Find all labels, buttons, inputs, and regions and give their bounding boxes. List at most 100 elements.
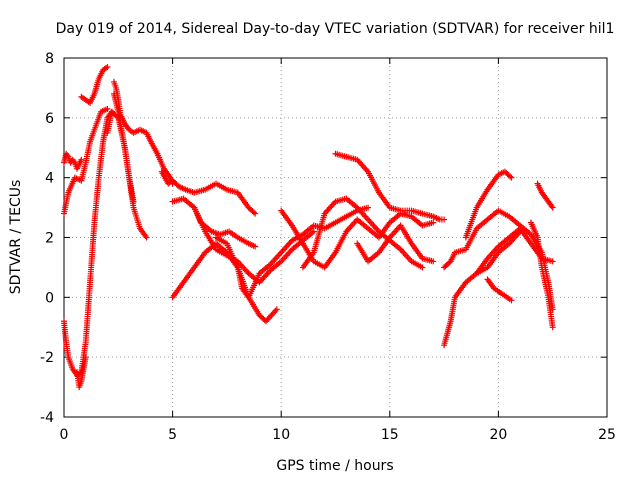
data-point <box>250 209 257 216</box>
x-tick-label: 5 <box>168 427 177 443</box>
series-track-20 <box>462 168 515 241</box>
series-track-10 <box>169 195 259 250</box>
y-tick-label: 2 <box>45 231 54 247</box>
series-track-22 <box>484 276 515 304</box>
data-point <box>362 165 369 172</box>
data-point <box>279 256 286 263</box>
x-tick-label: 10 <box>272 427 290 443</box>
data-point <box>263 271 270 278</box>
data-point <box>280 246 287 253</box>
data-point <box>283 243 290 250</box>
data-point <box>361 164 368 171</box>
data-point <box>325 206 332 213</box>
data-point <box>430 258 437 265</box>
data-point <box>252 243 259 250</box>
data-point <box>403 252 410 259</box>
data-point <box>274 253 281 260</box>
data-point <box>328 203 335 210</box>
x-tick-label: 20 <box>489 427 507 443</box>
y-tick-label: -2 <box>40 350 54 366</box>
series-track-17 <box>354 222 437 265</box>
data-point <box>549 204 556 211</box>
data-point <box>278 249 285 256</box>
data-point <box>282 244 289 251</box>
series-track-18 <box>441 207 556 313</box>
data-point <box>549 324 556 331</box>
data-point <box>549 258 556 265</box>
data-point <box>272 307 279 314</box>
data-point <box>400 249 407 256</box>
data-point <box>283 252 290 259</box>
data-point <box>393 227 400 234</box>
data-point <box>390 230 397 237</box>
data-point <box>268 312 275 319</box>
data-point <box>508 174 515 181</box>
data-point <box>286 249 293 256</box>
data-point <box>392 228 399 235</box>
chart-title: Day 019 of 2014, Sidereal Day-to-day VTE… <box>56 21 615 37</box>
data-point <box>363 215 370 222</box>
data-point <box>271 309 278 316</box>
data-point <box>362 213 369 220</box>
series-track-13 <box>213 204 372 301</box>
data-point <box>361 212 368 219</box>
x-tick-label: 0 <box>60 427 69 443</box>
y-tick-label: 0 <box>45 290 54 306</box>
data-point <box>404 253 411 260</box>
data-point <box>369 221 376 228</box>
series-track-12 <box>191 204 317 286</box>
data-point <box>389 231 396 238</box>
series-track-1 <box>61 105 111 217</box>
data-point <box>244 268 251 275</box>
data-point <box>310 228 317 235</box>
data-point <box>399 247 406 254</box>
data-point <box>279 247 286 254</box>
data-point <box>276 250 283 257</box>
data-point <box>78 156 85 163</box>
data-point <box>508 297 515 304</box>
data-point <box>401 250 408 257</box>
data-point <box>275 252 282 259</box>
data-point <box>284 250 291 257</box>
data-point <box>367 219 374 226</box>
data-point <box>371 224 378 231</box>
y-tick-label: 4 <box>45 171 54 187</box>
data-point <box>261 273 268 280</box>
data-point <box>272 255 279 262</box>
series-track-19 <box>441 228 524 349</box>
data-point <box>242 267 249 274</box>
series-track-24 <box>534 180 556 211</box>
data-point <box>370 222 377 229</box>
data-point <box>267 313 274 320</box>
data-point <box>104 63 111 70</box>
data-point <box>273 306 280 313</box>
data-point <box>329 201 336 208</box>
y-tick-label: 6 <box>45 111 54 127</box>
x-axis-label: GPS time / hours <box>276 458 393 474</box>
data-point <box>356 159 363 166</box>
tick-labels: 0 5 10 15 20 25 -4 -2 0 2 4 6 8 <box>40 51 616 443</box>
data-point <box>365 216 372 223</box>
series-track-15 <box>299 195 426 271</box>
series-track-14 <box>278 207 437 271</box>
series-track-23 <box>527 219 556 331</box>
data-point <box>286 240 293 247</box>
x-tick-label: 25 <box>598 427 616 443</box>
series-track-5 <box>78 63 111 106</box>
series-track-2 <box>61 150 85 172</box>
data-point <box>365 204 372 211</box>
series-track-4 <box>74 354 89 391</box>
data-point <box>280 255 287 262</box>
y-tick-label: -4 <box>40 410 54 426</box>
data-point <box>241 265 248 272</box>
data-point <box>350 221 357 228</box>
data-point <box>366 218 373 225</box>
data-point <box>359 162 366 169</box>
data-point <box>271 256 278 263</box>
x-tick-label: 15 <box>381 427 399 443</box>
data-point <box>104 105 111 112</box>
data-point <box>143 234 150 241</box>
data-point <box>324 207 331 214</box>
data-point <box>419 264 426 271</box>
